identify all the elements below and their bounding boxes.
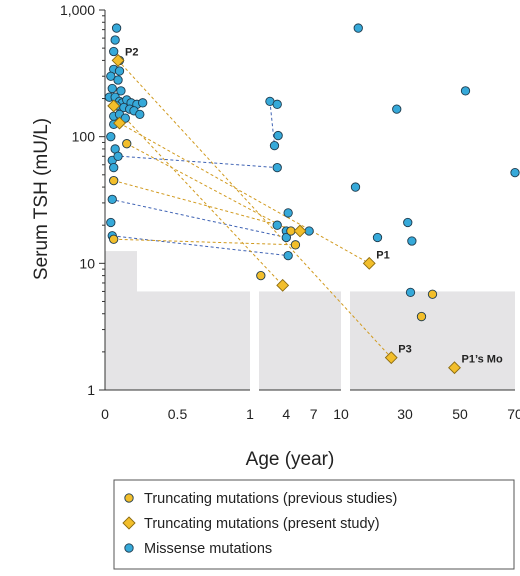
missense-point — [510, 167, 520, 178]
missense-point — [350, 182, 361, 192]
truncating-follow-up-line — [113, 238, 296, 246]
missense-point — [407, 236, 417, 246]
missense-point — [113, 151, 123, 161]
truncating-present-point — [107, 99, 121, 113]
missense-point — [116, 86, 126, 96]
missense-point — [111, 23, 122, 33]
missense-point — [120, 113, 130, 123]
missense-point — [460, 86, 471, 96]
x-tick-label: 50 — [452, 406, 468, 422]
patient-label: P3 — [398, 344, 411, 356]
patient-label: P1 — [376, 249, 389, 261]
truncating-previous-point — [427, 289, 438, 299]
truncating-follow-up-line — [117, 60, 392, 359]
axes — [99, 9, 515, 391]
y-tick-label: 1,000 — [60, 2, 95, 18]
truncating-follow-up-line — [126, 143, 292, 232]
truncating-present-point — [362, 256, 376, 270]
missense-follow-up-line — [120, 155, 278, 169]
missense-point — [135, 109, 145, 120]
x-axis-title: Age (year) — [246, 449, 335, 470]
missense-point — [273, 130, 283, 141]
legend-label-truncating_previous: Truncating mutations (previous studies) — [144, 491, 397, 507]
truncating-follow-up-line — [113, 180, 301, 232]
missense-point — [281, 232, 291, 243]
missense-point — [113, 75, 123, 85]
x-tick-label: 1 — [246, 406, 254, 422]
truncating-present-point — [384, 351, 398, 365]
x-tick-label: 10 — [333, 406, 349, 422]
missense-point — [106, 132, 116, 142]
missense-follow-up-line — [110, 198, 287, 238]
missense-point — [283, 208, 293, 218]
truncating-previous-point — [109, 234, 119, 244]
x-tick-labels: 0 0.5 1 4 7 10 30 50 70 — [101, 406, 520, 422]
missense-point — [107, 83, 117, 94]
missense-point — [272, 162, 282, 173]
legend-marker-missense — [124, 543, 134, 553]
missense-point — [107, 194, 117, 204]
reference-band-segment-1 — [137, 291, 250, 390]
missense-point — [272, 220, 282, 230]
missense-point — [405, 287, 416, 298]
missense-point — [269, 140, 280, 151]
y-tick-label: 1 — [87, 382, 95, 398]
truncating-present-point — [276, 278, 290, 292]
x-tick-label: 4 — [282, 406, 290, 422]
missense-point — [392, 104, 402, 114]
x-tick-label: 0 — [101, 406, 109, 422]
truncating-previous-point — [122, 139, 132, 149]
missense-point — [110, 35, 120, 45]
y-tick-label: 100 — [72, 129, 96, 145]
missense-point — [403, 217, 413, 228]
missense-point — [353, 23, 363, 33]
truncating-present-point — [113, 116, 126, 130]
y-tick-label: 10 — [79, 255, 95, 271]
missense-point — [109, 162, 119, 173]
truncating-present-point — [111, 53, 125, 67]
truncating-previous-point — [416, 311, 427, 322]
reference-band-infant — [105, 251, 137, 390]
missense-follow-up-line — [112, 235, 289, 257]
truncating-present-point — [448, 361, 461, 375]
missense-follow-up-line — [269, 101, 275, 146]
x-tick-label: 0.5 — [168, 406, 188, 422]
x-tick-label: 70 — [507, 406, 520, 422]
follow-up-lines — [110, 60, 392, 359]
patient-label: P2 — [125, 46, 138, 58]
truncating-previous-point — [256, 270, 266, 281]
legend-box — [113, 479, 515, 570]
missense-point — [138, 98, 148, 108]
missense-point — [114, 66, 125, 76]
reference-band — [105, 251, 515, 390]
x-tick-label: 30 — [397, 406, 413, 422]
data-points — [104, 23, 520, 375]
missense-point — [272, 99, 282, 109]
missense-point — [372, 232, 383, 243]
legend-label-missense: Missense mutations — [144, 541, 272, 557]
x-tick-label: 7 — [310, 406, 318, 422]
reference-band-segment-2 — [259, 291, 341, 390]
truncating-follow-up-line — [119, 122, 370, 264]
patient-label: P1’s Mo — [462, 354, 503, 366]
missense-point — [106, 71, 116, 81]
truncating-previous-point — [290, 240, 301, 250]
reference-band-segment-3 — [350, 291, 515, 390]
y-tick-labels: 1 10 100 1,000 — [60, 2, 95, 398]
legend-marker-truncating_previous — [124, 493, 134, 503]
missense-point — [109, 46, 119, 57]
missense-point — [283, 250, 293, 261]
truncating-present-point — [293, 224, 307, 238]
legend: Truncating mutations (previous studies) T… — [113, 479, 515, 570]
legend-label-truncating_present: Truncating mutations (present study) — [144, 516, 380, 532]
legend-marker-truncating_present — [122, 516, 136, 530]
y-axis-title: Serum TSH (mU/L) — [31, 118, 52, 280]
truncating-follow-up-line — [113, 105, 284, 286]
truncating-previous-point — [109, 175, 119, 186]
missense-point — [106, 217, 116, 228]
patient-labels: P2 P1 P3 P1’s Mo — [125, 46, 503, 365]
